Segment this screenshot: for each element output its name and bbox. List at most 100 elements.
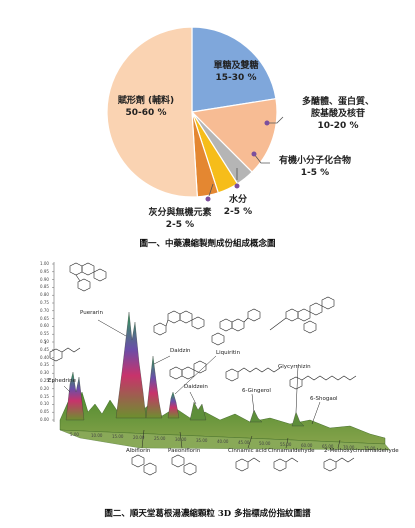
structure-gingerol [225,367,281,382]
x-tick-label: 35.00 [196,438,208,443]
label-water: 水分 2-5 % [218,194,258,218]
label-ephedrine: Ephedrine [48,378,76,384]
peak-daidzin [145,355,163,419]
structure-shogaol [289,375,357,390]
leader-daidzein [189,391,197,405]
leader-dot-water [234,183,240,189]
label-excipient-value: 50-60 % [125,108,167,118]
x-tick-label: 30.00 [175,437,187,442]
y-tick-label: 0.50 [40,339,49,344]
leader-puerarin [97,319,127,337]
structure-albiflorin [131,454,157,476]
x-tick-label: 45.00 [238,440,250,445]
label-cinnamic: Cinnamic acid [228,448,267,454]
y-tick-label: 0.45 [40,346,49,352]
leader-shogaol [311,401,321,425]
y-tick-label: 0.30 [40,370,49,376]
figure-2-caption: 圖二、順天堂葛根湯濃縮顆粒 3D 多指標成份指紋圖譜 [104,509,311,519]
leader-cinnamic [247,435,253,449]
structure-glycyrrhizin [269,296,335,334]
x-tick-label: 15.00 [112,434,124,439]
fingerprint-3d-chart [49,262,391,476]
y-tick-label: 0.85 [40,284,49,290]
label-ash-value: 2-5 % [165,220,195,230]
leader-daidzin [153,355,171,365]
label-paeoniflorin: Paeoniflorin [168,448,201,454]
structure-cinnamaldehyde [273,457,299,472]
pie-slice-excipient [106,26,198,198]
peak-ephedrine [65,371,85,421]
leader-dot-organic [251,151,257,157]
y-tick-label: 1.00 [40,261,49,266]
x-tick-label: 25.00 [154,436,166,441]
leader-liquiritin [174,355,217,395]
label-poly-name-2: 胺基酸及核苷 [310,109,365,119]
label-glycyrrhizin: Glycyrrhizin [278,364,311,370]
structure-daidzin [153,310,205,336]
y-tick-label: 0.25 [40,378,49,383]
y-tick-label: 0.80 [40,292,49,298]
leader-cinnamaldehyde [285,437,289,449]
peak-glycyrrhizin [291,411,305,427]
structure-cinnamic [235,457,261,472]
y-tick-label: 0.55 [40,331,49,337]
label-excipient-name: 賦形劑 (輔料) [117,96,175,106]
x-tick-label: 60.00 [301,443,313,448]
label-puerarin: Puerarin [80,310,103,316]
peak-gingerol [249,409,263,423]
label-ash-name: 灰分與無機元素 [148,208,212,218]
label-sugar-name: 單糖及雙糖 [213,61,259,71]
label-cinnamaldehyde: Cinnamaldehyde [268,448,315,454]
label-gingerol: 6-Gingerol [242,388,271,394]
leader-albiflorin [141,429,145,449]
leader-glycyrrhizin [295,365,299,413]
structure-ephedrine [49,347,81,362]
label-liquiritin: Liquiritin [216,350,241,356]
leader-ephedrine [63,385,71,393]
y-tick-label: 0.75 [40,300,49,305]
structure-puerarin [69,262,107,292]
leader-dot-poly [264,120,270,126]
leader-line-poly [267,116,284,124]
label-excipient: 賦形劑 (輔料) 50-60 % [106,95,186,119]
label-sugar-value: 15-30 % [215,73,257,83]
y-tick-label: 0.35 [40,362,49,368]
figure-2: 1 1.00 0.95 0.90 0.85 0.80 0.75 0.70 0.65 0.60 0.… [20,252,405,490]
leader-gingerol [251,393,255,413]
peak-puerarin [115,311,147,419]
y-tick-label: 0.95 [40,268,49,274]
structure-liquiritin [211,308,261,346]
label-daidzein: Daidzein [184,384,208,390]
y-tick-label: 0.90 [40,276,49,282]
axis-value-label: 1 [44,340,47,345]
y-tick-label: 0.00 [40,417,49,422]
structure-paeoniflorin [171,454,197,476]
label-water-value: 2-5 % [223,207,253,217]
structure-methoxy [323,457,355,472]
figure-1: 單糖及雙糖 15-30 % 多醣體、蛋白質、 胺基酸及核苷 10-20 % 有機… [0,0,415,250]
y-tick-label: 0.10 [40,401,49,407]
x-tick-label: 55.00 [280,442,292,447]
label-water-name: 水分 [228,195,247,205]
label-organic-value: 1-5 % [300,168,330,178]
ridge-base [59,391,386,445]
leader-paeoniflorin [179,431,183,449]
leader-methoxy [337,439,341,449]
x-tick-label: 20.00 [133,435,145,440]
x-tick-label: 70.00 [343,445,355,450]
label-sugar: 單糖及雙糖 15-30 % [206,60,266,84]
x-tick-label: 40.00 [217,439,229,444]
y-tick-label: 0.65 [40,315,49,321]
label-daidzin: Daidzin [170,348,191,354]
label-poly-name-1: 多醣體、蛋白質、 [301,97,374,107]
x-tick-label: 75.00 [364,446,376,451]
label-poly: 多醣體、蛋白質、 胺基酸及核苷 10-20 % [288,96,388,132]
peak-daidzein [189,401,207,421]
label-ash: 灰分與無機元素 2-5 % [140,207,220,231]
x-tick-label: 10.00 [91,433,103,438]
label-organic-name: 有機小分子化合物 [278,156,351,166]
label-albiflorin: Albiflorin [126,448,151,454]
x-tick-label: 50.00 [259,441,271,446]
leader-line-ash [208,183,214,197]
composition-pie-chart [106,26,284,202]
